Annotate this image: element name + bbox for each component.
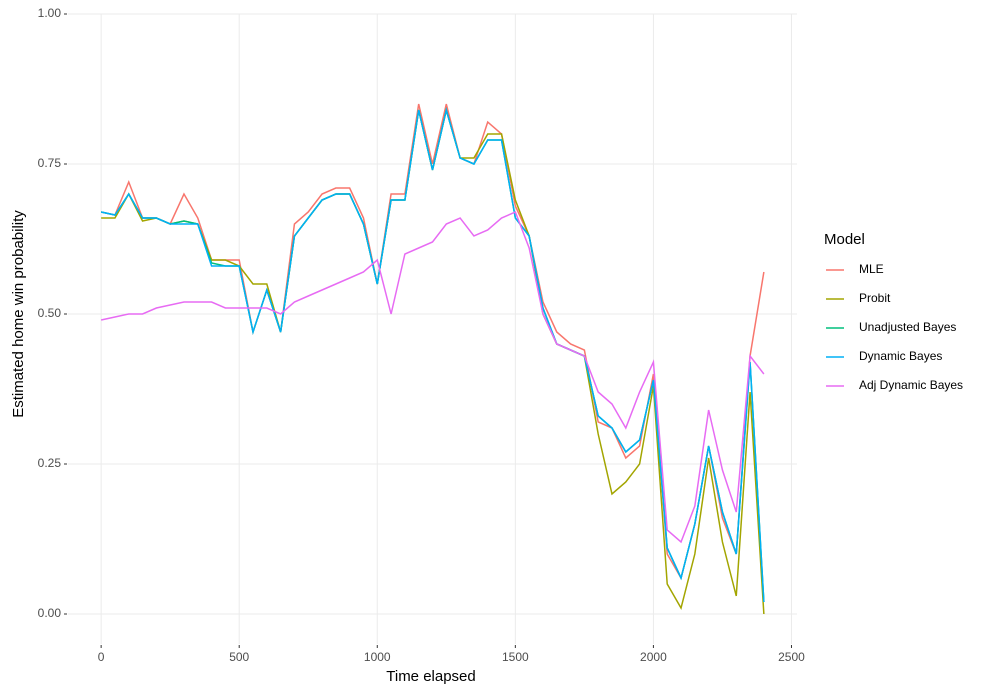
x-axis-title: Time elapsed [386,668,476,685]
x-tick-label: 2500 [778,650,805,664]
legend-label: Adj Dynamic Bayes [859,378,963,392]
legend-label: MLE [859,262,884,276]
x-tick-label: 0 [98,650,105,664]
y-axis-title: Estimated home win probability [10,210,27,418]
y-tick-label: 0.25 [38,456,62,470]
legend-label: Probit [859,291,891,305]
y-tick-label: 0.50 [38,306,62,320]
legend-label: Unadjusted Bayes [859,320,956,334]
x-tick-label: 1000 [364,650,391,664]
y-tick-label: 0.00 [38,606,62,620]
series-line [101,107,765,615]
series-line [100,107,765,603]
legend-label: Dynamic Bayes [859,349,942,363]
x-tick-label: 1500 [502,650,529,664]
y-tick-label: 1.00 [38,6,62,20]
x-tick-label: 500 [229,650,249,664]
x-tick-label: 2000 [640,650,667,664]
y-tick-label: 0.75 [38,156,62,170]
legend-title: Model [824,231,865,248]
series-line [100,107,765,603]
series-line [100,210,765,544]
